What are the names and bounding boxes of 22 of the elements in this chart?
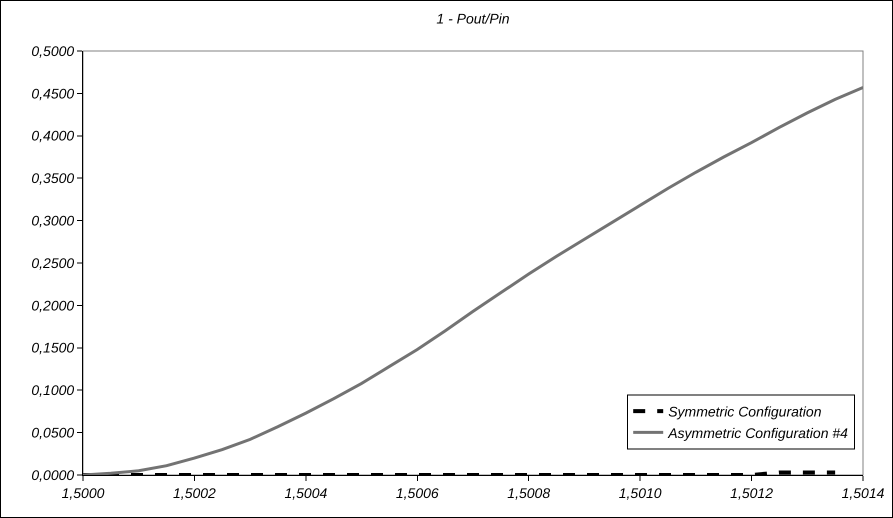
y-tick-label: 0,5000: [31, 42, 74, 59]
legend-label: Symmetric Configuration: [668, 404, 822, 420]
x-tick-label: 1,5006: [396, 484, 439, 501]
y-tick-label: 0,1000: [31, 382, 74, 398]
y-tick-label: 0,0500: [31, 424, 74, 440]
y-tick-label: 0,4500: [31, 85, 74, 102]
x-tick-label: 1,5000: [62, 484, 105, 501]
x-tick-label: 1,5008: [507, 484, 550, 501]
y-tick-label: 0,2500: [31, 254, 74, 271]
x-tick-label: 1,5010: [618, 484, 662, 501]
y-tick-label: 0,3500: [31, 170, 74, 186]
y-tick-label: 0,1500: [31, 340, 74, 356]
x-tick-label: 1,5012: [730, 484, 774, 501]
y-tick-label: 0,4000: [31, 128, 74, 144]
y-tick-label: 0,2000: [31, 297, 74, 314]
y-tick-label: 0,0000: [31, 466, 74, 483]
x-tick-label: 1,5014: [842, 484, 885, 501]
x-tick-label: 1,5004: [284, 484, 328, 501]
x-tick-label: 1,5002: [173, 484, 216, 501]
y-tick-label: 0,3000: [31, 212, 74, 228]
legend-label: Asymmetric Configuration #4: [667, 424, 848, 441]
chart-title: 1 - Pout/Pin: [436, 10, 510, 27]
